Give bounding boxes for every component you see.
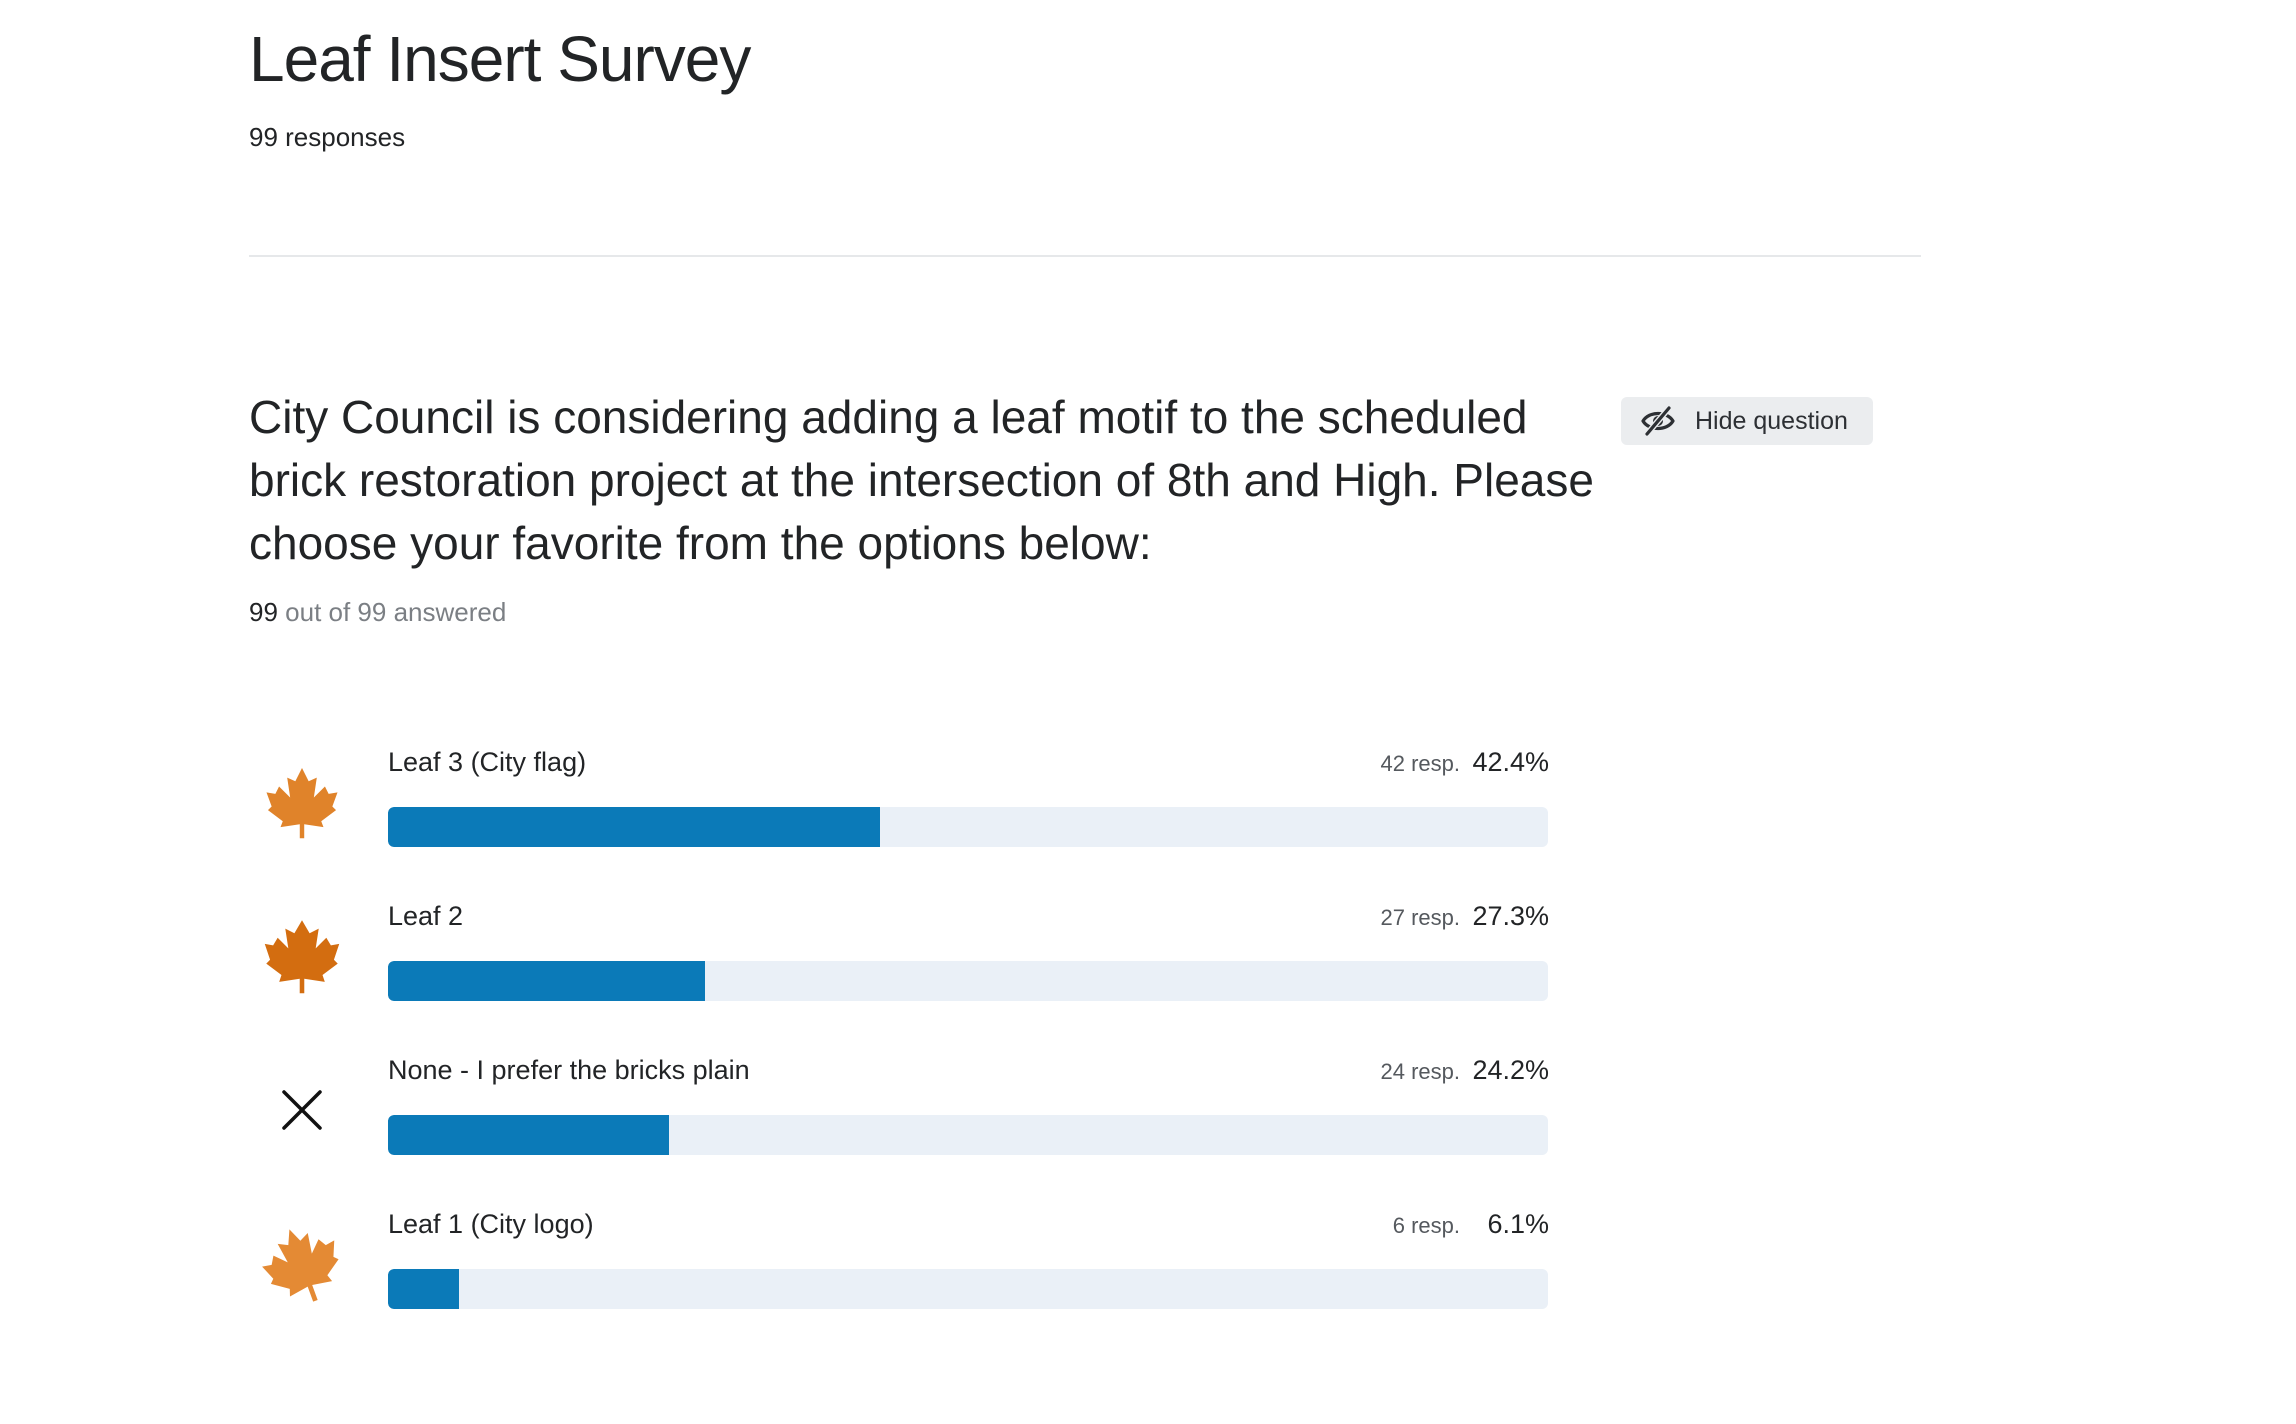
answered-total-text: out of 99 answered	[285, 597, 507, 627]
hide-question-button[interactable]: Hide question	[1621, 397, 1873, 445]
option-response-count: 42 resp.	[1380, 751, 1461, 776]
answered-count: 99	[249, 597, 278, 627]
option-label: None - I prefer the bricks plain	[388, 1055, 750, 1085]
option-row-leaf-3: Leaf 3 (City flag) 42 resp. 42.4%	[249, 747, 1549, 867]
option-percent: 42.4%	[1472, 747, 1549, 777]
option-response-count: 6 resp.	[1392, 1213, 1460, 1238]
option-row-leaf-1: Leaf 1 (City logo) 6 resp. 6.1%	[249, 1209, 1549, 1329]
result-bar-fill	[388, 1115, 669, 1155]
result-bar-fill	[388, 1269, 459, 1309]
survey-title: Leaf Insert Survey	[249, 23, 751, 95]
question-text: City Council is considering adding a lea…	[249, 391, 1594, 569]
answered-summary: 99 out of 99 answered	[249, 597, 506, 628]
result-bar-track	[388, 1269, 1548, 1309]
result-bar-track	[388, 1115, 1548, 1155]
result-bar-track	[388, 807, 1548, 847]
result-bar-fill	[388, 961, 705, 1001]
response-count: 99 responses	[249, 122, 406, 152]
option-percent: 27.3%	[1472, 901, 1549, 931]
divider	[249, 255, 1921, 257]
option-label: Leaf 3 (City flag)	[388, 747, 587, 777]
close-x-icon	[249, 1055, 355, 1165]
maple-leaf-flag-icon	[249, 747, 355, 857]
option-response-count: 27 resp.	[1380, 905, 1461, 930]
option-row-leaf-2: Leaf 2 27 resp. 27.3%	[249, 901, 1549, 1021]
eye-slash-icon	[1641, 406, 1675, 436]
result-bar-fill	[388, 807, 880, 847]
option-row-none: None - I prefer the bricks plain 24 resp…	[249, 1055, 1549, 1175]
result-bar-track	[388, 961, 1548, 1001]
option-label: Leaf 1 (City logo)	[388, 1209, 594, 1239]
maple-leaf-icon	[249, 901, 355, 1011]
option-label: Leaf 2	[388, 901, 464, 931]
option-percent: 24.2%	[1472, 1055, 1549, 1085]
option-response-count: 24 resp.	[1380, 1059, 1461, 1084]
maple-leaf-logo-icon	[249, 1209, 355, 1319]
hide-question-label: Hide question	[1695, 406, 1848, 435]
option-percent: 6.1%	[1487, 1209, 1549, 1239]
